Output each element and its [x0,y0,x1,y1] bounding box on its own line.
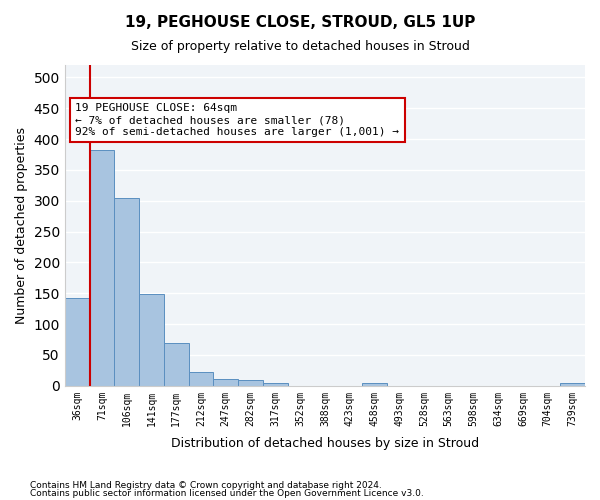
Text: 19, PEGHOUSE CLOSE, STROUD, GL5 1UP: 19, PEGHOUSE CLOSE, STROUD, GL5 1UP [125,15,475,30]
Text: Contains public sector information licensed under the Open Government Licence v3: Contains public sector information licen… [30,488,424,498]
Bar [238,380,263,386]
X-axis label: Distribution of detached houses by size in Stroud: Distribution of detached houses by size … [171,437,479,450]
Bar [214,379,238,386]
Bar [164,342,188,386]
Bar [188,372,214,386]
Y-axis label: Number of detached properties: Number of detached properties [15,127,28,324]
Bar [115,198,139,386]
Bar [560,382,585,386]
Bar [65,298,89,386]
Bar [362,382,387,386]
Bar [89,150,115,386]
Text: 19 PEGHOUSE CLOSE: 64sqm
← 7% of detached houses are smaller (78)
92% of semi-de: 19 PEGHOUSE CLOSE: 64sqm ← 7% of detache… [75,104,399,136]
Text: Size of property relative to detached houses in Stroud: Size of property relative to detached ho… [131,40,469,53]
Bar [139,294,164,386]
Text: Contains HM Land Registry data © Crown copyright and database right 2024.: Contains HM Land Registry data © Crown c… [30,481,382,490]
Bar [263,382,288,386]
